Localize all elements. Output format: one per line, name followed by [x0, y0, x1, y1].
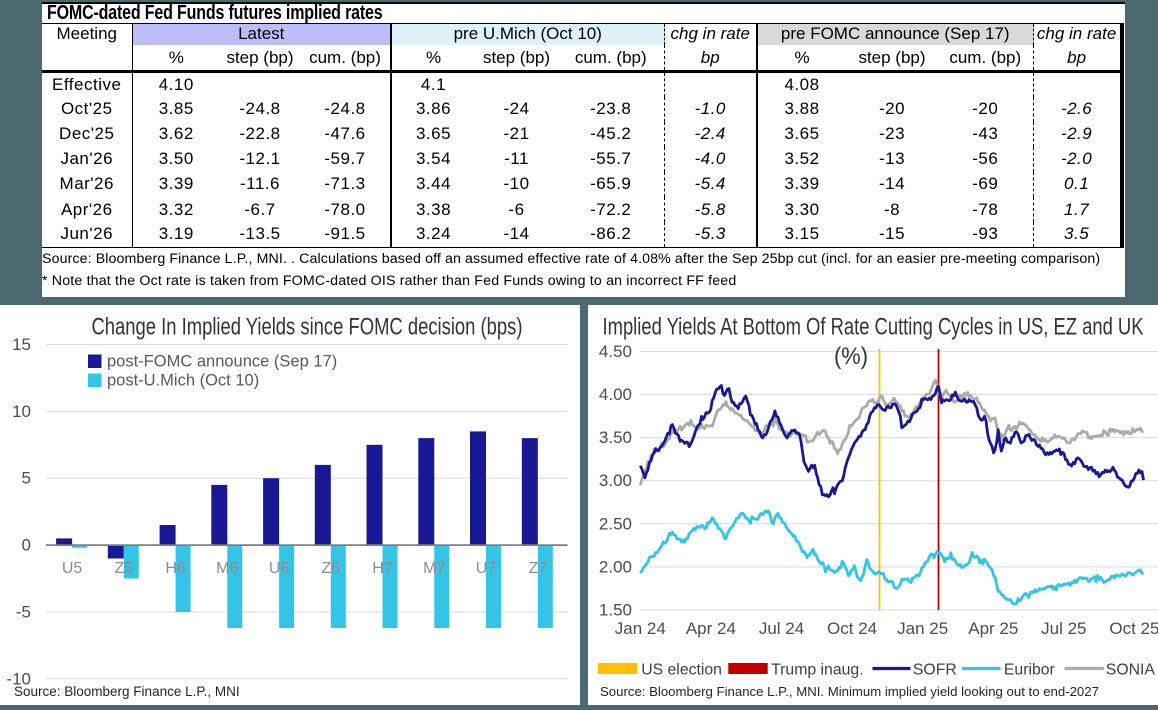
svg-text:10: 10	[12, 401, 31, 420]
svg-text:3.00: 3.00	[599, 471, 632, 490]
svg-text:SOFR: SOFR	[913, 661, 957, 678]
svg-text:M6: M6	[216, 560, 238, 577]
svg-text:Jul 25: Jul 25	[1041, 619, 1086, 638]
svg-text:4.00: 4.00	[599, 385, 632, 404]
svg-text:Source: Bloomberg Finance L.P.: Source: Bloomberg Finance L.P., MNI. Min…	[600, 684, 1099, 699]
svg-text:3.50: 3.50	[599, 428, 632, 447]
svg-text:(%): (%)	[834, 343, 868, 370]
svg-text:Apr 25: Apr 25	[968, 619, 1018, 638]
svg-text:Change In Implied Yields since: Change In Implied Yields since FOMC deci…	[92, 313, 523, 340]
svg-text:U7: U7	[476, 560, 497, 577]
svg-text:-5: -5	[16, 602, 31, 621]
svg-text:15: 15	[12, 335, 31, 354]
svg-text:Jan 25: Jan 25	[897, 619, 948, 638]
svg-text:Oct 25: Oct 25	[1109, 619, 1158, 638]
svg-text:Z6: Z6	[321, 560, 340, 577]
svg-text:Apr 24: Apr 24	[686, 619, 736, 638]
svg-text:M7: M7	[423, 560, 445, 577]
svg-text:0: 0	[22, 535, 31, 554]
svg-text:Jul 24: Jul 24	[759, 619, 804, 638]
svg-text:2.50: 2.50	[599, 514, 632, 533]
svg-text:Z5: Z5	[114, 560, 133, 577]
svg-text:U6: U6	[269, 560, 290, 577]
svg-text:post-FOMC announce (Sep 17): post-FOMC announce (Sep 17)	[107, 352, 337, 370]
svg-text:Jan 24: Jan 24	[615, 619, 666, 638]
svg-text:US election: US election	[641, 661, 722, 678]
svg-text:SONIA: SONIA	[1106, 661, 1156, 678]
svg-text:U5: U5	[62, 560, 83, 577]
svg-text:post-U.Mich (Oct 10): post-U.Mich (Oct 10)	[107, 371, 259, 389]
svg-text:Oct 24: Oct 24	[827, 619, 877, 638]
svg-text:-10: -10	[6, 669, 31, 688]
svg-text:5: 5	[22, 468, 31, 487]
svg-text:Trump inaug.: Trump inaug.	[771, 661, 863, 678]
svg-text:Euribor: Euribor	[1004, 661, 1055, 678]
svg-text:Z7: Z7	[528, 560, 547, 577]
svg-text:2.00: 2.00	[599, 557, 632, 576]
svg-text:1.50: 1.50	[599, 600, 632, 619]
svg-text:H7: H7	[372, 560, 393, 577]
svg-text:Implied Yields At Bottom Of Ra: Implied Yields At Bottom Of Rate Cutting…	[603, 313, 1144, 340]
svg-text:Source: Bloomberg Finance L.P.: Source: Bloomberg Finance L.P., MNI	[14, 684, 240, 699]
svg-text:4.50: 4.50	[599, 341, 632, 360]
svg-text:H6: H6	[165, 560, 186, 577]
